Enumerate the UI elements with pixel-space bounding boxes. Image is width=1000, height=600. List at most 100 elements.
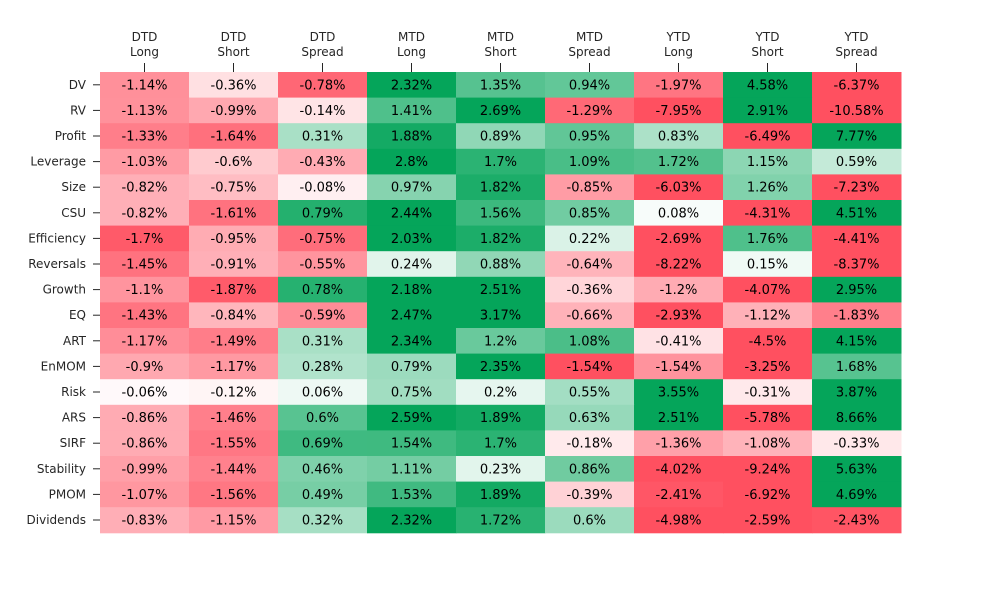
cell-value-label: 1.72%: [658, 155, 699, 170]
cell-value-label: -0.64%: [567, 258, 613, 273]
heatmap-cell: [189, 123, 279, 150]
cell-value-label: 1.11%: [391, 462, 432, 477]
heatmap-cell: [367, 353, 457, 380]
cell-value-label: 0.63%: [569, 411, 610, 426]
heatmap-cell: [723, 123, 813, 150]
cell-value-label: -0.82%: [122, 181, 168, 196]
cell-value-label: -0.83%: [122, 514, 168, 529]
cell-value-label: 8.66%: [836, 411, 877, 426]
heatmap-cell: [278, 72, 368, 99]
heatmap-cell: [634, 302, 724, 329]
cell-value-label: -1.17%: [211, 360, 257, 375]
heatmap-cell: [456, 379, 546, 406]
cell-value-label: 1.56%: [480, 206, 521, 221]
heatmap-cell: [456, 507, 546, 534]
cell-value-label: -0.14%: [300, 104, 346, 119]
cell-value-label: 2.44%: [391, 206, 432, 221]
heatmap-cell: [634, 430, 724, 457]
row-label: Dividends: [27, 513, 86, 527]
cell-value-label: -1.13%: [122, 104, 168, 119]
heatmap-cell: [723, 481, 813, 508]
column-label: Spread: [568, 45, 610, 59]
heatmap-cell: [545, 123, 635, 150]
cell-value-label: -8.22%: [656, 258, 702, 273]
heatmap-cell: [812, 328, 902, 355]
row-label: SIRF: [60, 436, 86, 450]
cell-value-label: 0.08%: [658, 206, 699, 221]
row-label: RV: [70, 103, 87, 117]
cell-value-label: 0.2%: [484, 386, 517, 401]
cell-value-label: -6.92%: [745, 488, 791, 503]
cell-value-label: 0.46%: [302, 462, 343, 477]
heatmap-cell: [367, 404, 457, 431]
heatmap-cell: [367, 123, 457, 150]
cell-value-label: 0.97%: [391, 181, 432, 196]
cell-value-label: 1.09%: [569, 155, 610, 170]
column-label: Spread: [835, 45, 877, 59]
heatmap-cell: [545, 200, 635, 227]
cell-value-label: -0.33%: [834, 437, 880, 452]
cell-value-label: 4.15%: [836, 334, 877, 349]
cell-value-label: 1.82%: [480, 181, 521, 196]
cell-value-label: -2.59%: [745, 514, 791, 529]
cell-value-label: -5.78%: [745, 411, 791, 426]
cell-value-label: 0.06%: [302, 386, 343, 401]
cell-value-label: -3.25%: [745, 360, 791, 375]
heatmap-cell: [278, 481, 368, 508]
heatmap-cell: [189, 148, 279, 175]
heatmap-cell: [189, 251, 279, 278]
heatmap-cell: [545, 251, 635, 278]
cell-value-label: 0.24%: [391, 258, 432, 273]
heatmap-cell: [634, 379, 724, 406]
cell-value-label: 1.41%: [391, 104, 432, 119]
heatmap-cell: [634, 97, 724, 124]
cell-value-label: 4.51%: [836, 206, 877, 221]
column-label: MTD: [398, 30, 425, 44]
heatmap-cell: [456, 430, 546, 457]
heatmap-cell: [278, 456, 368, 483]
column-labels: DTDLongDTDShortDTDSpreadMTDLongMTDShortM…: [130, 30, 878, 72]
heatmap-cell: [634, 328, 724, 355]
heatmap-cell: [100, 328, 190, 355]
cell-value-label: -1.54%: [656, 360, 702, 375]
cell-value-label: -6.03%: [656, 181, 702, 196]
cell-value-label: -4.5%: [749, 334, 787, 349]
cell-value-label: -1.17%: [122, 334, 168, 349]
heatmap-cell: [456, 123, 546, 150]
cell-value-label: -6.37%: [834, 78, 880, 93]
heatmap-cell: [189, 430, 279, 457]
cell-value-label: -0.55%: [300, 258, 346, 273]
cell-value-label: 1.2%: [484, 334, 517, 349]
heatmap-cell: [100, 353, 190, 380]
heatmap-cell: [278, 276, 368, 303]
heatmap-cell: [367, 379, 457, 406]
heatmap-cell: [723, 276, 813, 303]
heatmap-cell: [367, 481, 457, 508]
heatmap-cell: [634, 148, 724, 175]
heatmap-cell: [367, 302, 457, 329]
cell-value-label: -0.43%: [300, 155, 346, 170]
heatmap-cell: [278, 404, 368, 431]
heatmap-cell: [634, 456, 724, 483]
heatmap-cell: [278, 353, 368, 380]
heatmap-cell: [278, 97, 368, 124]
cell-value-label: -0.66%: [567, 309, 613, 324]
heatmap-cell: [100, 225, 190, 252]
heatmap-cell: [812, 302, 902, 329]
row-label: Efficiency: [28, 231, 86, 245]
cell-value-label: 0.88%: [480, 258, 521, 273]
heatmap-cell: [100, 276, 190, 303]
cell-value-label: -2.93%: [656, 309, 702, 324]
heatmap-cell: [812, 276, 902, 303]
column-label: Short: [217, 45, 249, 59]
cell-value-label: 1.53%: [391, 488, 432, 503]
heatmap-cell: [723, 174, 813, 201]
cell-value-label: 2.95%: [836, 283, 877, 298]
heatmap-cell: [723, 97, 813, 124]
cell-value-label: 4.58%: [747, 78, 788, 93]
heatmap-cell: [634, 174, 724, 201]
heatmap-cell: [100, 251, 190, 278]
heatmap-cell: [278, 251, 368, 278]
cell-value-label: -1.49%: [211, 334, 257, 349]
column-label: DTD: [310, 30, 336, 44]
